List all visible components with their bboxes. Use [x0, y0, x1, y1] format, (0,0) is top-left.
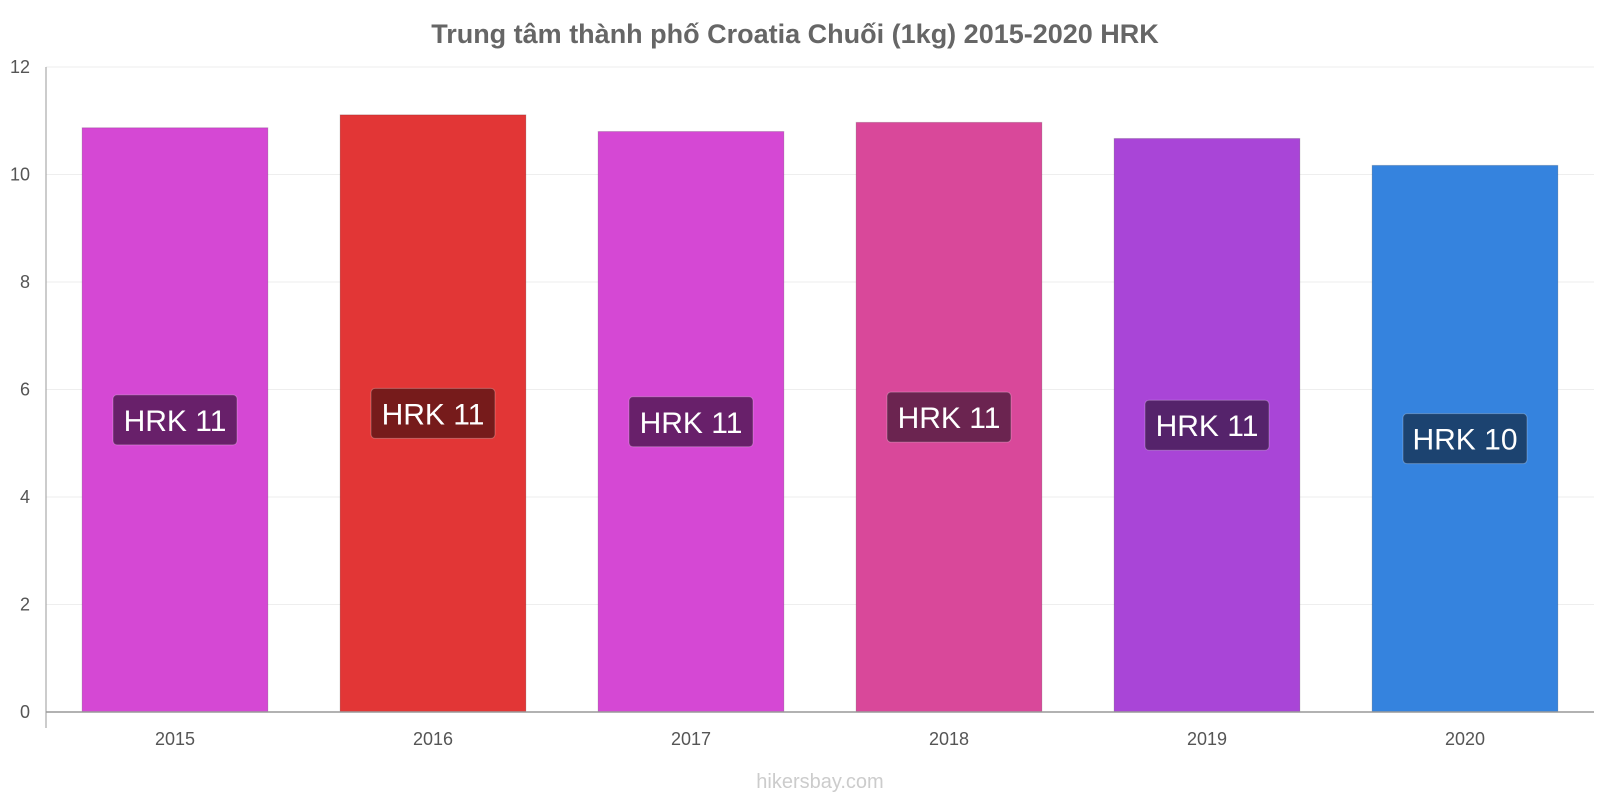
value-label-box [628, 396, 754, 448]
y-tick-label: 6 [20, 380, 30, 400]
value-label: HRK 11 [1156, 410, 1259, 443]
value-label-box [886, 391, 1012, 443]
y-axis: 0 2 4 6 8 10 12 [10, 57, 47, 728]
value-label: HRK 10 [1412, 424, 1517, 457]
y-tick-label: 0 [20, 702, 30, 722]
grid-lines [46, 66, 1594, 605]
y-tick-label: 4 [20, 487, 30, 507]
y-tick-label: 10 [10, 165, 30, 185]
value-label-box [112, 394, 238, 446]
value-label: HRK 11 [898, 402, 1001, 435]
y-tick-label: 2 [20, 595, 30, 615]
x-tick-label: 2016 [413, 729, 453, 749]
x-tick-label: 2015 [155, 729, 195, 749]
value-label-box [1402, 413, 1528, 465]
y-tick-label: 8 [20, 272, 30, 292]
x-tick-label: 2019 [1187, 729, 1227, 749]
value-label: HRK 11 [640, 407, 743, 440]
x-tick-label: 2017 [671, 729, 711, 749]
source-watermark: hikersbay.com [756, 771, 883, 793]
value-label: HRK 11 [124, 405, 227, 438]
value-label: HRK 11 [382, 398, 485, 431]
x-axis: 2015 2016 2017 2018 2019 2020 [46, 711, 1594, 749]
x-tick-label: 2018 [929, 729, 969, 749]
value-labels: HRK 11 HRK 11 HRK 11 HRK 11 HRK 11 HRK 10 [112, 387, 1528, 465]
value-label-box [370, 387, 496, 439]
y-tick-label: 12 [10, 57, 30, 77]
chart-title: Trung tâm thành phố Croatia Chuối (1kg) … [431, 19, 1159, 49]
value-label-box [1144, 399, 1270, 451]
x-tick-label: 2020 [1445, 729, 1485, 749]
bars [81, 114, 1559, 713]
